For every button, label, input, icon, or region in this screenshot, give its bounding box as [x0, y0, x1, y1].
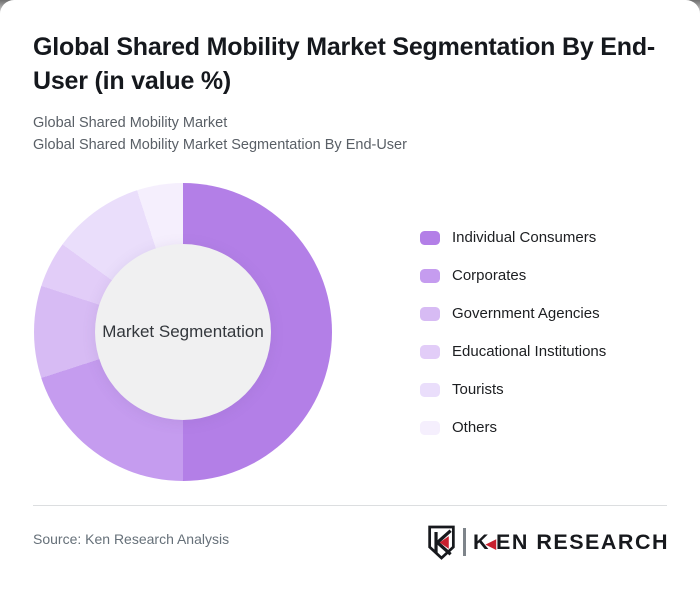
legend-swatch	[420, 344, 440, 359]
legend-item: Individual Consumers	[420, 229, 606, 246]
red-triangle-icon: ◀	[486, 535, 496, 551]
logo-separator	[463, 528, 466, 556]
legend-item: Tourists	[420, 381, 606, 398]
wordmark-k: K	[472, 529, 490, 554]
legend: Individual Consumers Corporates Governme…	[420, 229, 607, 458]
legend-swatch	[420, 230, 440, 245]
legend-item: Educational Institutions	[420, 343, 607, 360]
legend-item-label: Corporates	[452, 267, 527, 284]
legend-item: Corporates	[420, 267, 606, 284]
subtitle-line-1: Global Shared Mobility Market	[33, 115, 228, 131]
legend-item-label: Government Agencies	[452, 305, 600, 322]
legend-item: Others	[420, 419, 606, 436]
legend-swatch	[420, 420, 440, 435]
footer-divider	[33, 505, 667, 506]
legend-swatch	[420, 268, 440, 283]
page-title: Global Shared Mobility Market Segmentati…	[33, 33, 656, 95]
legend-item-label: Educational Institutions	[452, 343, 607, 360]
donut-chart: Market Segmentation	[34, 183, 332, 481]
donut-center-label: Market Segmentation	[102, 322, 264, 341]
legend-swatch	[420, 382, 440, 397]
chart-subtitles: Global Shared Mobility Market Global Sha…	[33, 113, 407, 156]
subtitle-line-2: Global Shared Mobility Market Segmentati…	[33, 136, 407, 153]
ken-research-logo: K◀EN RESEARCH	[426, 523, 669, 561]
legend-item-label: Individual Consumers	[452, 229, 597, 246]
ken-research-shield-icon	[428, 525, 456, 560]
legend-item-label: Others	[452, 419, 498, 436]
legend-item-label: Tourists	[452, 381, 504, 398]
legend-swatch	[420, 306, 440, 321]
donut-center: Market Segmentation	[95, 244, 271, 420]
brand-wordmark: K◀EN RESEARCH	[473, 530, 669, 555]
wordmark-rest: EN RESEARCH	[496, 529, 669, 554]
source-note: Source: Ken Research Analysis	[33, 531, 230, 547]
legend-item: Government Agencies	[420, 305, 606, 322]
